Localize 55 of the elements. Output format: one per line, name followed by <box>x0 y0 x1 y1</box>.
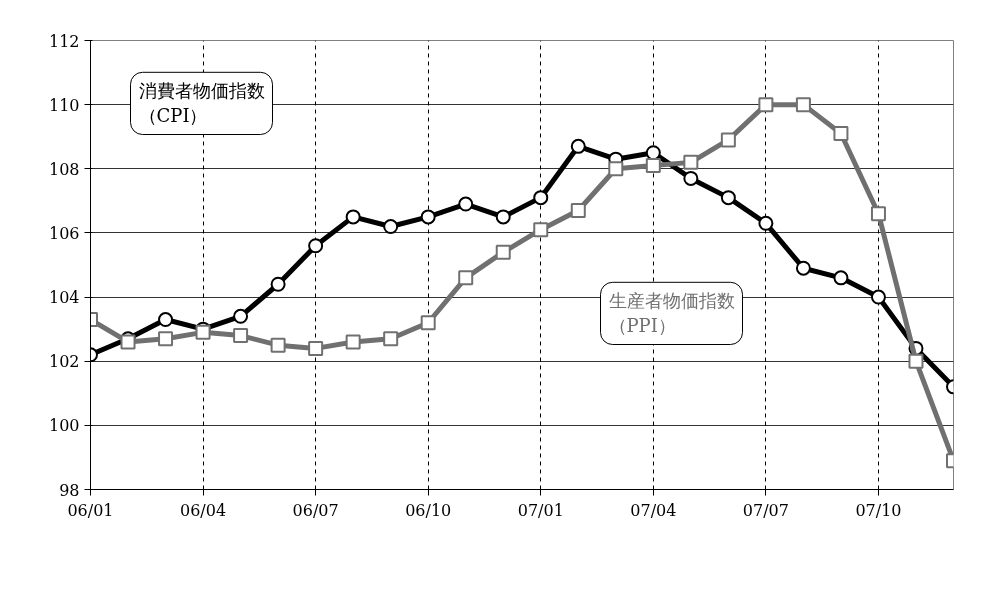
x-tick-label: 06/04 <box>180 500 227 520</box>
point <box>608 161 624 177</box>
x-tick-label: 06/01 <box>67 500 114 520</box>
point <box>270 337 286 353</box>
point <box>908 353 924 369</box>
point <box>758 215 774 231</box>
y-tick-label: 112 <box>48 31 80 51</box>
point <box>233 328 249 344</box>
point <box>495 244 511 260</box>
point <box>533 222 549 238</box>
point <box>720 132 736 148</box>
point <box>383 219 399 234</box>
y-tick-label: 100 <box>48 416 80 436</box>
point <box>720 190 736 206</box>
point <box>158 312 174 328</box>
y-tick-label: 108 <box>48 159 80 179</box>
point <box>495 209 511 225</box>
x-tick-label: 06/07 <box>292 500 339 520</box>
point <box>345 334 361 350</box>
point <box>308 238 324 254</box>
point <box>870 289 886 305</box>
y-tick-label: 106 <box>48 223 80 243</box>
point <box>795 97 811 113</box>
text: 消費者物価指数（CPI） <box>138 80 265 127</box>
y-tick-label: 104 <box>48 288 80 308</box>
point <box>645 158 661 174</box>
point <box>383 331 399 347</box>
x-tick-label: 07/04 <box>630 500 677 520</box>
y-tick-label: 110 <box>48 95 80 115</box>
point <box>683 170 699 186</box>
point <box>270 276 286 292</box>
point <box>458 270 474 286</box>
point <box>570 138 586 154</box>
point <box>345 209 361 225</box>
point <box>233 308 249 324</box>
point <box>158 331 174 347</box>
x-tick-label: 07/01 <box>517 500 564 520</box>
point <box>833 126 849 142</box>
point <box>420 209 436 225</box>
x-tick-label: 07/10 <box>855 500 902 520</box>
x-tick-label: 07/07 <box>742 500 789 520</box>
x-tick-label: 06/10 <box>405 500 452 520</box>
point <box>683 154 699 170</box>
point <box>833 270 849 286</box>
y-tick-label: 98 <box>59 480 80 500</box>
point <box>570 202 586 218</box>
text: 生産者物価指数（PPI） <box>608 290 735 337</box>
point <box>795 260 811 276</box>
point <box>758 97 774 113</box>
point <box>308 340 324 356</box>
y-tick-label: 102 <box>48 352 80 372</box>
point <box>458 196 474 212</box>
point <box>870 206 886 222</box>
point <box>533 190 549 206</box>
point <box>420 315 436 331</box>
